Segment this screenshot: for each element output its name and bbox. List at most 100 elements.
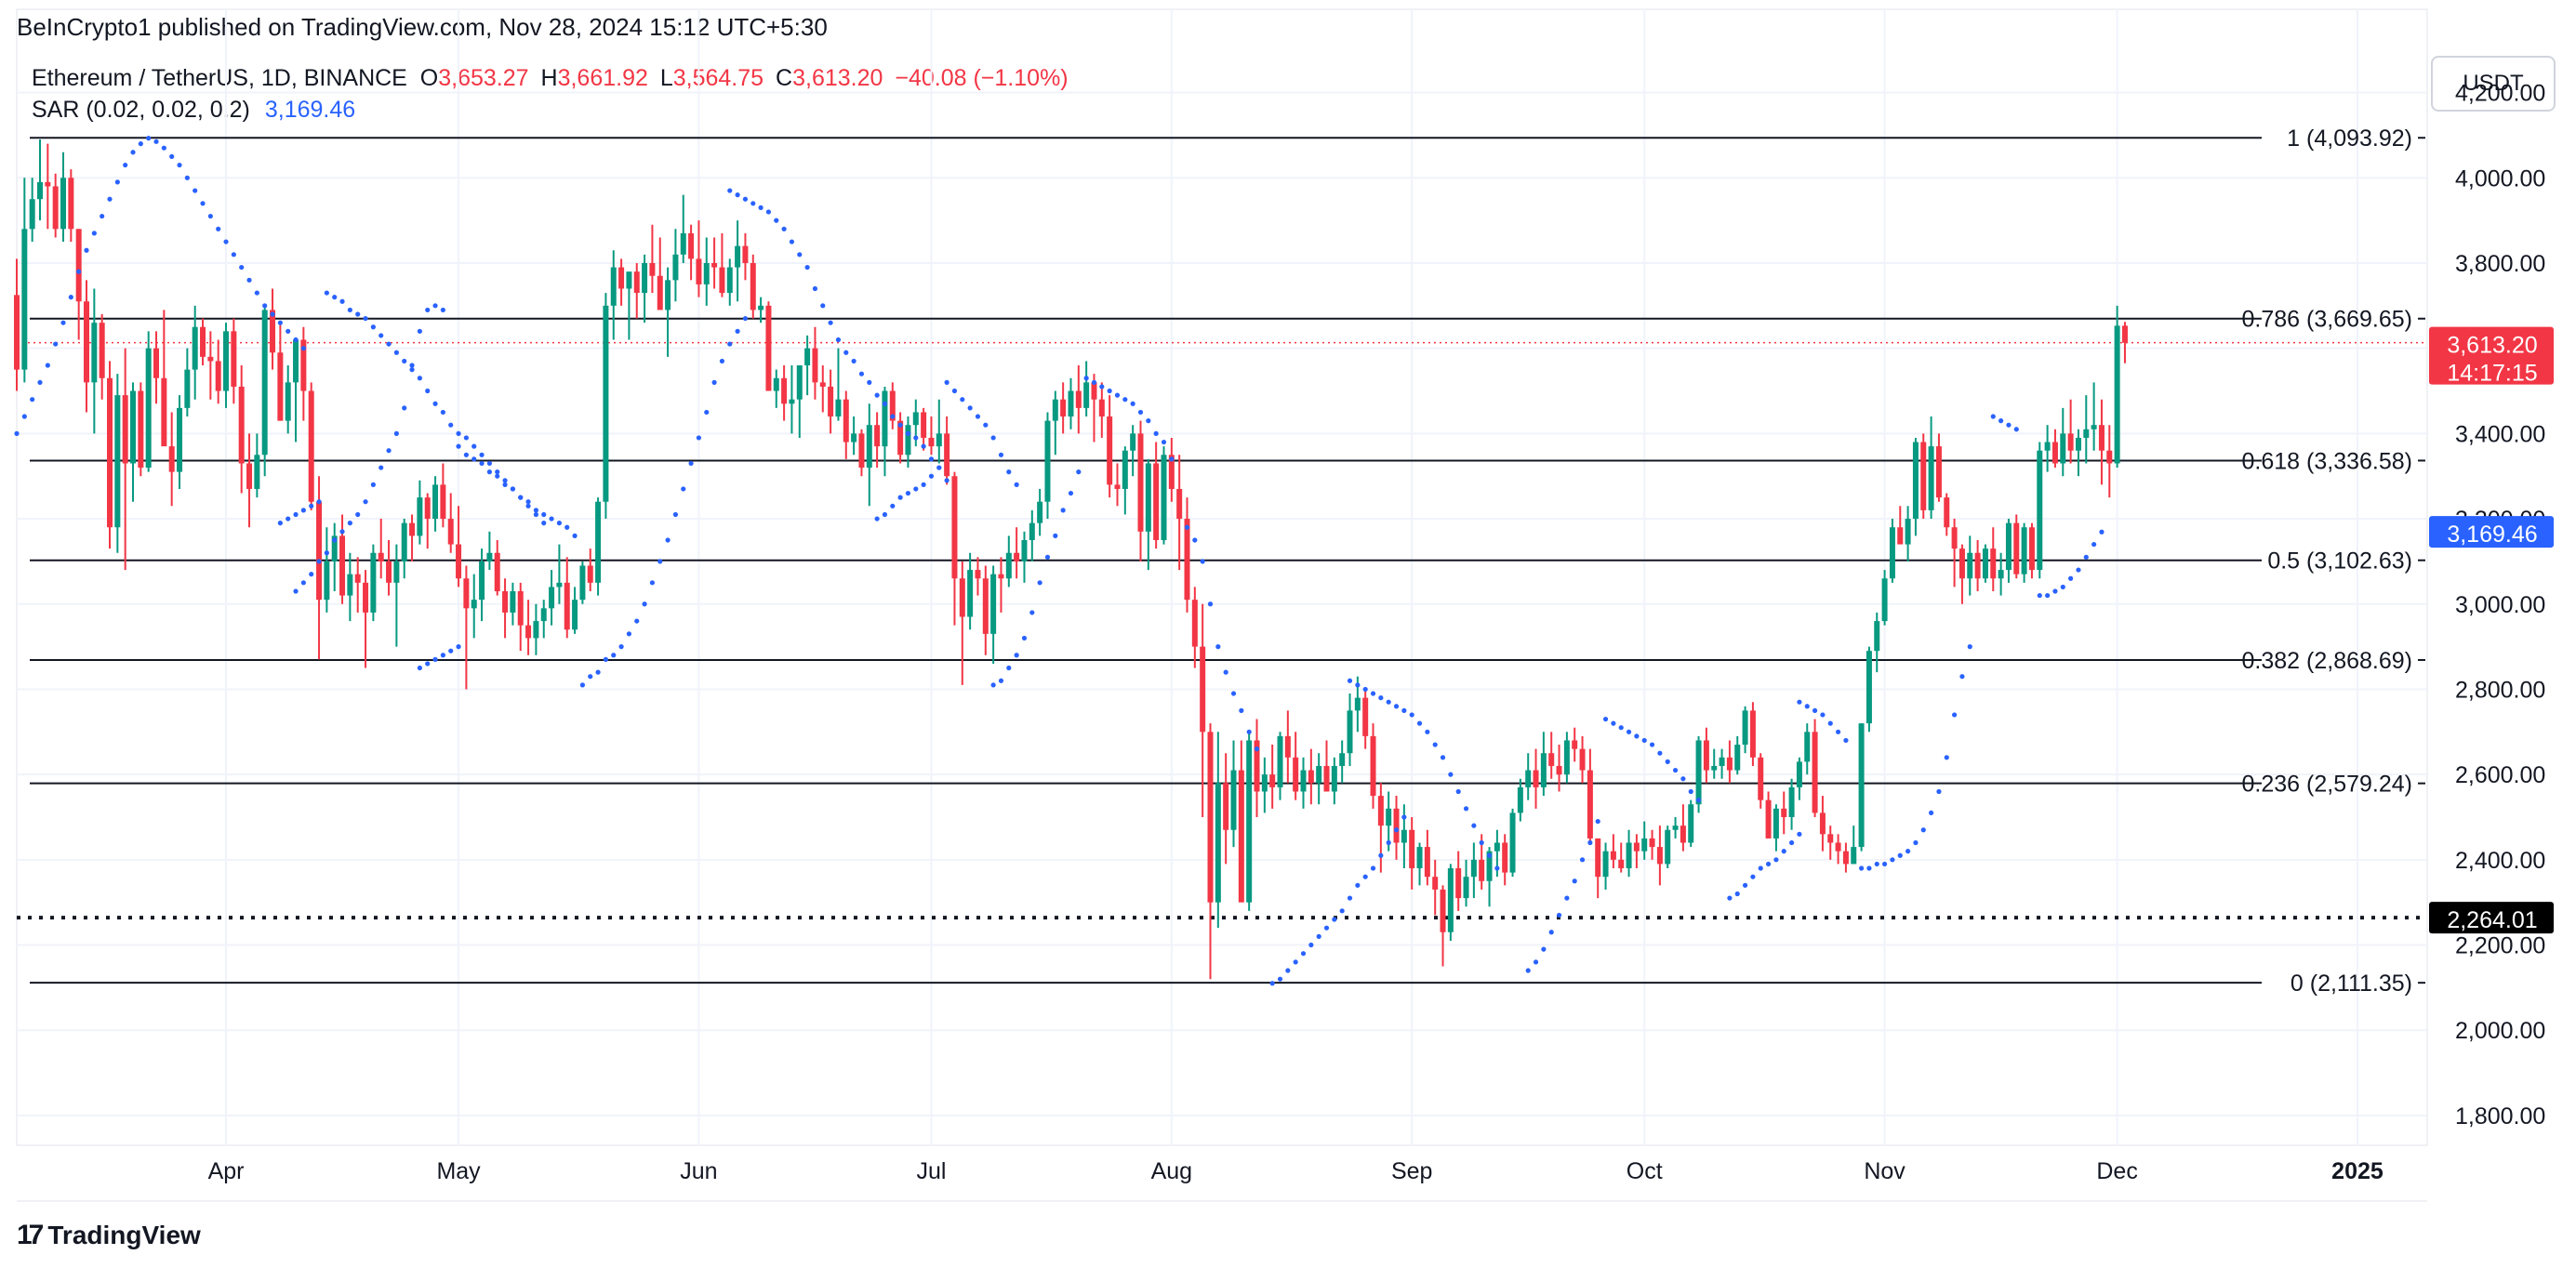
candle-body	[1052, 399, 1058, 421]
sar-badge-bg	[2429, 516, 2554, 548]
candle-body	[858, 433, 865, 469]
sar-dot	[1425, 729, 1430, 734]
currency-button[interactable]: USDT	[2431, 56, 2556, 112]
candle-body	[1479, 859, 1485, 881]
candle-body	[370, 552, 377, 613]
candle-body	[1626, 842, 1632, 868]
tradingview-logo[interactable]: 17 TradingView	[17, 1220, 201, 1251]
sar-dot	[851, 358, 856, 364]
sar-dot	[1920, 827, 1926, 833]
sar-dot	[300, 346, 306, 351]
candle-body	[579, 565, 586, 601]
candle-body	[812, 348, 818, 383]
sar-indicator-value: 3,169.46	[264, 97, 356, 123]
candle-body	[424, 497, 431, 520]
sar-dot	[572, 533, 578, 539]
candle-body	[866, 425, 872, 469]
sar-dot	[393, 350, 399, 355]
candle-body	[2013, 522, 2020, 575]
candle-body	[1874, 621, 1880, 652]
sar-dot	[1463, 806, 1469, 812]
candle-body	[1944, 497, 1950, 528]
sar-dot	[874, 516, 880, 522]
sar-dot	[2013, 427, 2019, 432]
sar-dot	[1161, 439, 1167, 445]
sar-dot	[1641, 737, 1647, 744]
sar-dot	[37, 379, 43, 385]
sar-dot	[440, 409, 445, 416]
sar-dot	[1548, 930, 1554, 935]
sar-dot	[347, 521, 352, 526]
candle-body	[1711, 765, 1718, 771]
sar-dot	[1695, 798, 1702, 803]
sar-dot	[1952, 712, 1958, 718]
sar-dot	[432, 303, 438, 309]
candle-body	[107, 377, 113, 528]
sar-dot	[76, 269, 82, 274]
y-tick-label: 3,000.00	[2455, 592, 2545, 618]
candle-body	[1486, 851, 1493, 881]
sar-dot	[2037, 592, 2042, 599]
sar-dot	[45, 363, 50, 368]
sar-dot	[672, 511, 679, 518]
sar-dot	[161, 145, 166, 151]
sar-dot	[1192, 537, 1198, 543]
candle-body	[1184, 519, 1190, 601]
sar-dot	[882, 401, 888, 406]
sar-dot	[1006, 469, 1012, 475]
sar-dot	[1611, 720, 1616, 726]
sar-dot	[704, 409, 710, 416]
candle-body	[254, 455, 260, 489]
symbol-title[interactable]: Ethereum / TetherUS, 1D, BINANCE	[32, 65, 407, 91]
sar-dot	[495, 473, 500, 479]
candle-body	[1959, 548, 1965, 579]
sar-dot	[1595, 818, 1600, 825]
sar-dot	[355, 511, 361, 518]
sar-dot	[1339, 908, 1345, 914]
candle-body	[1765, 799, 1772, 839]
candle-body	[796, 365, 803, 400]
candle-body	[1386, 808, 1392, 826]
sar-dot	[750, 201, 756, 206]
sar-dot	[463, 435, 469, 441]
sar-dot	[1804, 704, 1810, 709]
sar-indicator-label[interactable]: SAR (0.02, 0.02, 0.2)	[32, 97, 250, 123]
sar-dot	[1626, 729, 1632, 734]
sar-dot	[804, 264, 810, 271]
candle-body	[1680, 826, 1686, 843]
candle-body	[510, 591, 516, 613]
sar-dot	[440, 307, 445, 313]
candle-body	[1137, 433, 1144, 532]
sar-dot	[1797, 699, 1802, 705]
candle-body	[781, 377, 788, 404]
sar-dot	[1897, 852, 1903, 858]
sar-dot	[828, 320, 833, 325]
change-value: −40.08 (−1.10%)	[895, 65, 1069, 91]
candle-body	[1269, 774, 1276, 787]
candle-body	[626, 271, 632, 289]
sar-dot	[409, 367, 415, 373]
candle-body	[672, 254, 679, 281]
sar-dot	[316, 559, 322, 564]
candle-body	[874, 425, 881, 447]
candle-body	[2037, 450, 2043, 571]
tradingview-logo-icon: 17	[17, 1220, 44, 1250]
sar-dot	[1572, 878, 1577, 884]
sar-dot	[1300, 951, 1307, 957]
sar-dot	[564, 524, 570, 530]
sar-dot	[1890, 857, 1895, 863]
y-tick-label: 2,800.00	[2455, 677, 2545, 703]
sar-dot	[1130, 401, 1135, 406]
candle-body	[1641, 838, 1648, 852]
sar-dot	[789, 239, 795, 244]
sar-dot	[1959, 674, 1965, 680]
candle-body	[471, 600, 477, 609]
candle-body	[2091, 425, 2097, 429]
sar-dot	[727, 341, 733, 347]
sar-dot	[114, 179, 120, 185]
sar-dot	[146, 136, 152, 141]
candle-body	[114, 395, 121, 528]
sar-dot	[897, 495, 903, 500]
candle-body	[1905, 519, 1911, 545]
